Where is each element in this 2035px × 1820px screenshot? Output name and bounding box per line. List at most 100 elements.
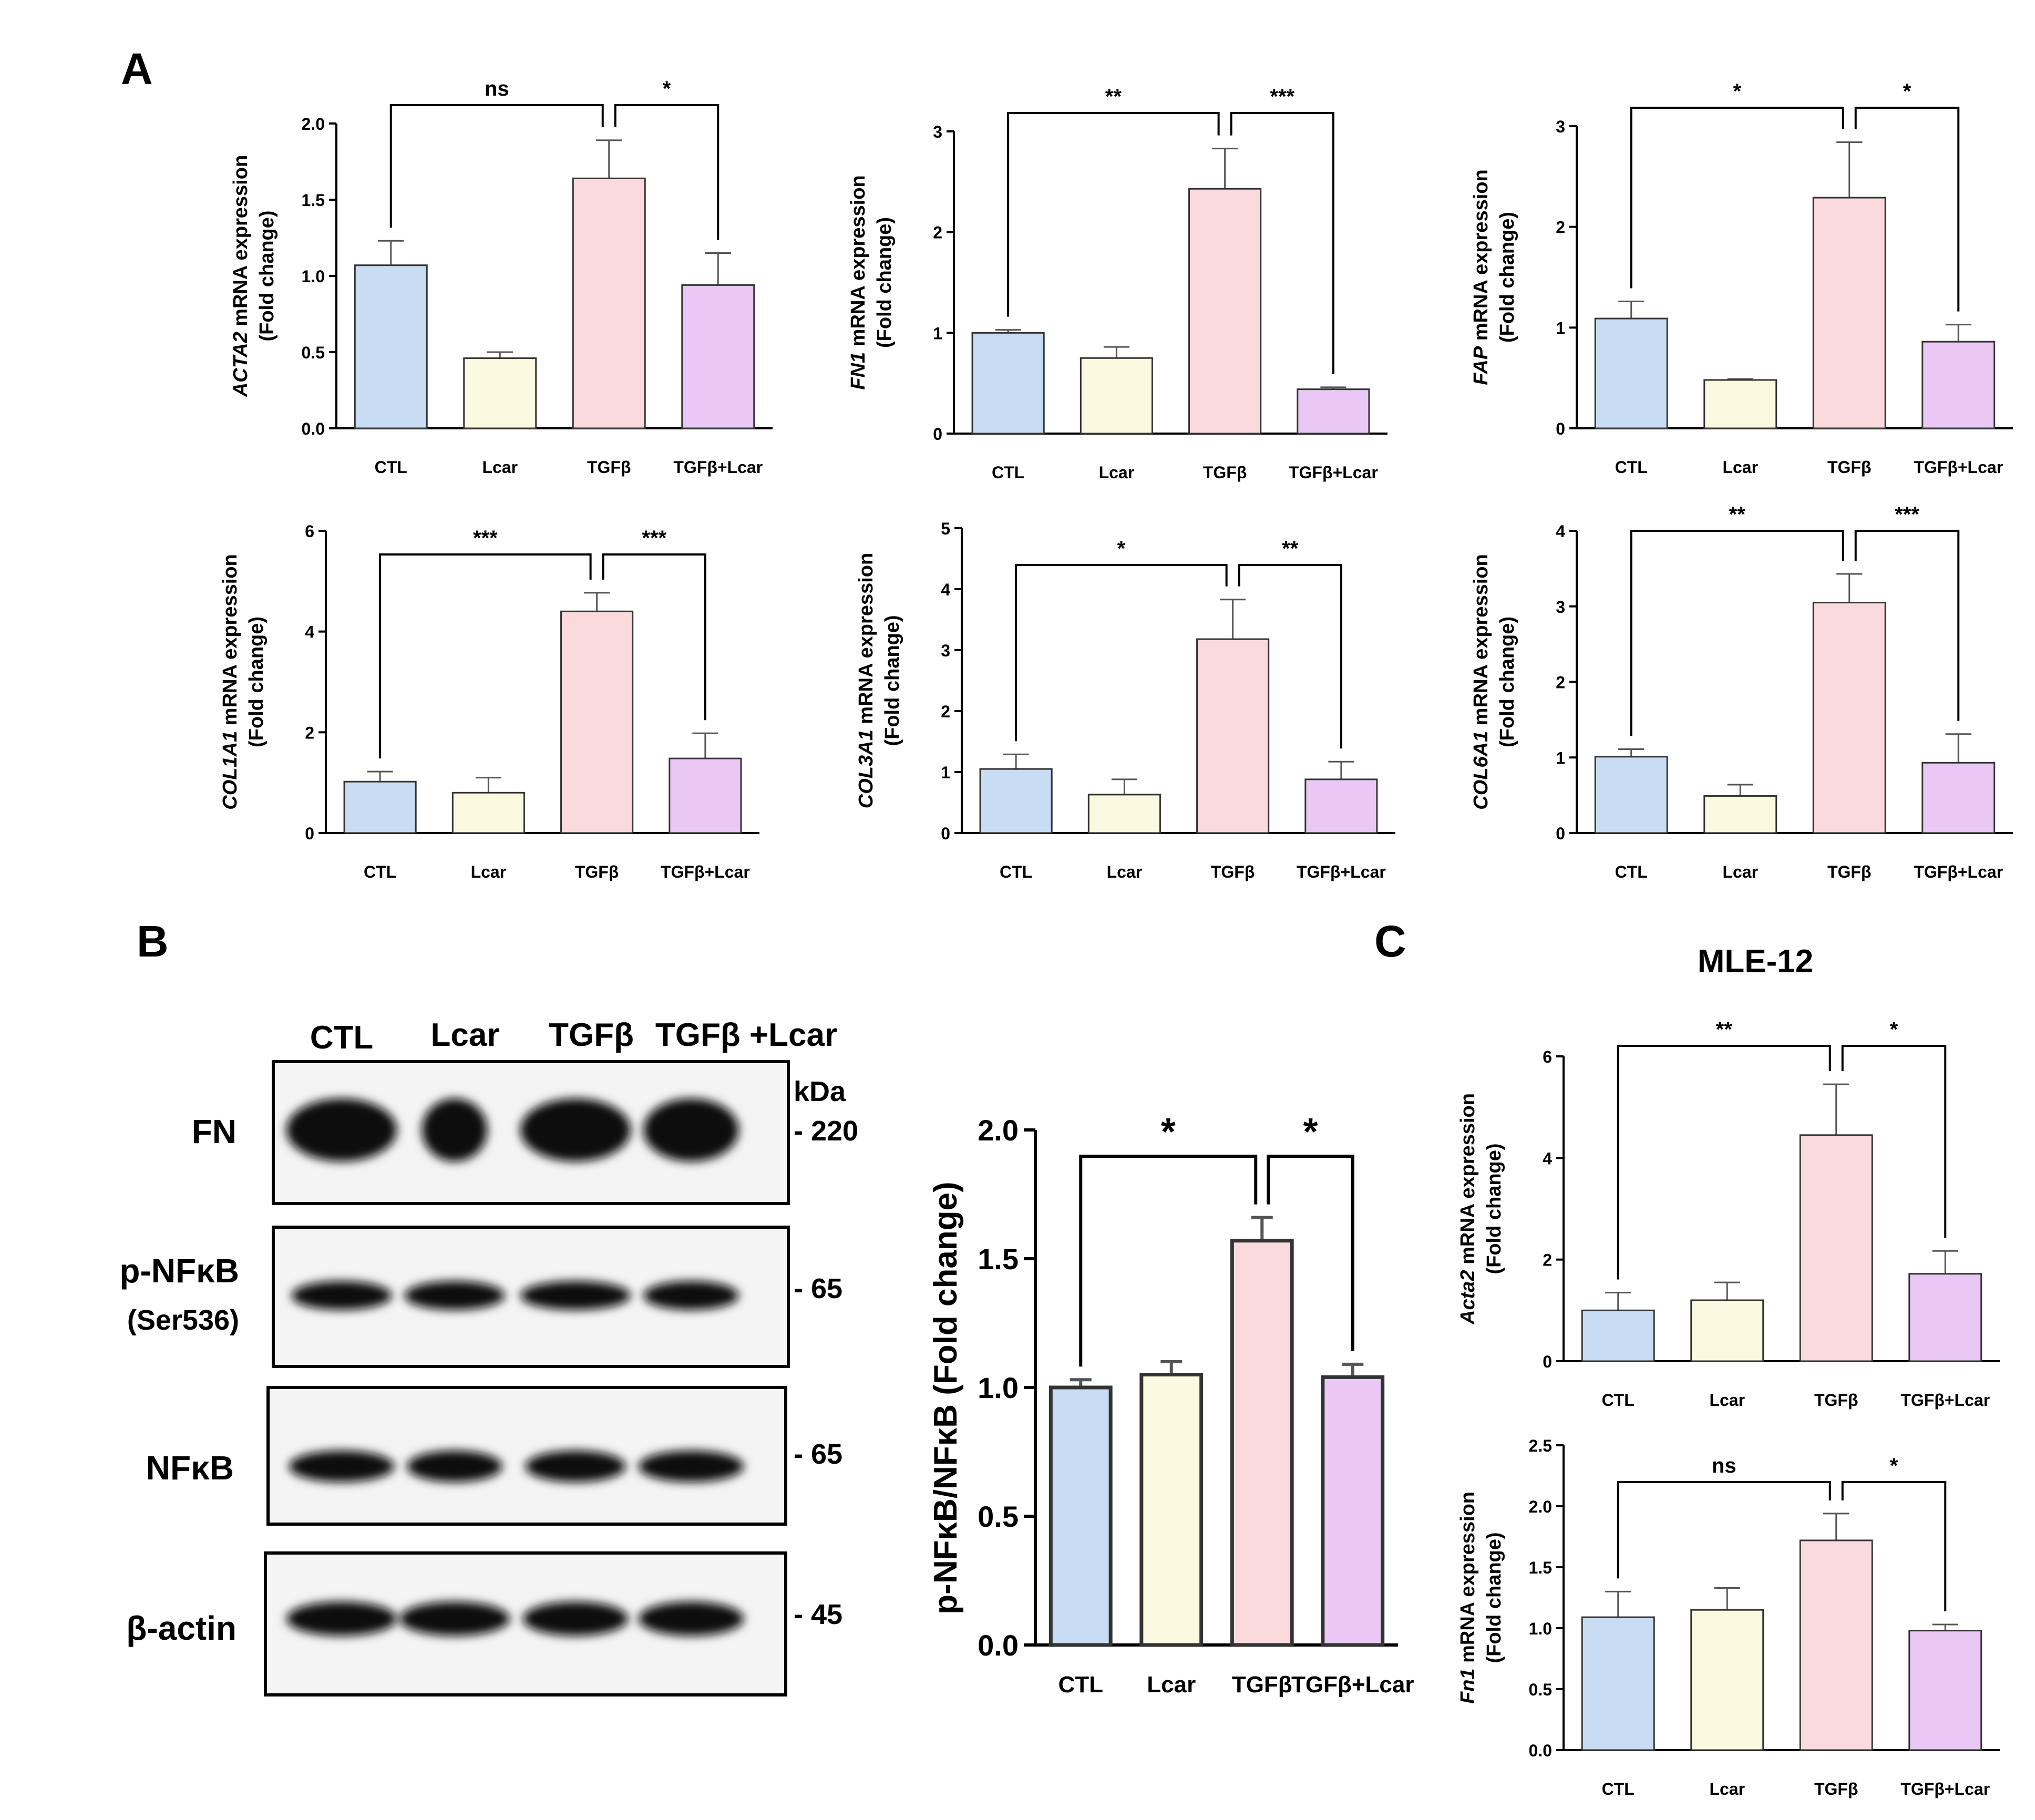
y-axis-label-unit: (Fold change) [881,615,903,746]
category-label-ctl: CTL [1000,862,1032,881]
significance-label: ns [485,77,509,100]
category-label-tgfb: TGFβ [1814,1780,1858,1798]
y-axis-label-gene: FAP [1470,346,1492,385]
blot-row-3 [266,1386,787,1526]
y-axis-label-unit: (Fold change) [873,217,896,348]
kda-marker-45: - 45 [794,1599,842,1630]
category-label-ctl: CTL [992,463,1024,482]
bar-lcar [1690,1299,1764,1362]
blot-band [404,1281,505,1310]
significance-label: * [663,77,671,100]
lane-label-ctl: CTL [310,1020,374,1056]
panel-label-c: C [1374,917,1406,966]
significance-label: *** [1270,85,1294,108]
bar-tgfb [572,177,646,429]
blot-band [286,1601,397,1636]
bar-tgfb [1188,188,1262,435]
blot-band [520,1098,631,1161]
bar-tgfb [560,610,634,834]
kda-marker-220: - 220 [794,1115,858,1147]
western-blot: CTL Lcar TGFβ TGFβ +Lcar kDa FN p-NFκB (… [119,1017,858,1696]
y-tick-label: 2 [305,723,314,742]
y-tick-label: 6 [1543,1047,1552,1066]
significance-bracket [1630,530,1844,736]
blot-row-1 [272,1060,790,1205]
y-axis-label: p-NFκB/NFκB (Fold change) [928,1181,964,1614]
y-tick-label: 4 [941,580,950,599]
category-label-lcar: Lcar [1709,1391,1745,1410]
significance-bracket [1267,1155,1354,1351]
blot-row-label-pnfkb: p-NFκB [119,1252,239,1290]
y-tick-label: 0.5 [1529,1680,1552,1699]
y-axis-label-gene: COL1A1 [219,731,241,810]
y-tick-label: 1.0 [1529,1619,1552,1638]
blot-row-4 [264,1551,787,1696]
category-label-lcar: Lcar [1722,458,1758,477]
y-tick-label: 1 [1556,748,1565,767]
blot-band [407,1451,502,1482]
significance-label: * [1161,1111,1176,1153]
category-label-ctl: CTL [1602,1780,1635,1798]
y-axis-label-unit: (Fold change) [1496,212,1518,343]
y-tick-label: 0.5 [978,1500,1019,1533]
category-label-lcar: Lcar [1099,463,1135,482]
y-axis-label-rest: mRNA expression [1457,1492,1479,1668]
category-label-lcar: Lcar [1722,862,1758,881]
bar-ctl [1594,756,1668,834]
significance-label: *** [473,527,498,550]
lane-label-tgfb-lcar: TGFβ +Lcar [655,1017,837,1053]
category-label-tgfb: TGFβ [575,862,619,881]
category-label-lcar: Lcar [1107,862,1143,881]
panel-label-b: B [137,917,169,966]
y-tick-label: 0.0 [978,1629,1019,1662]
chart-col1a1: 0 2 4 6 CTL Lcar TGFβ TGFβ+Lcar *** *** COL1A1 mRN… [219,522,759,881]
y-axis-label-rest: mRNA expression [1470,169,1492,346]
y-tick-label: 2 [1543,1251,1552,1270]
y-tick-label: 2.0 [978,1114,1019,1147]
y-axis-label-gene: FN1 [847,352,869,390]
bar-lcar [1087,794,1161,834]
y-axis-label-unit: (Fold change) [1483,1532,1505,1663]
y-tick-label: 4 [305,623,314,642]
y-axis-label: COL1A1 mRNA expression [219,554,241,809]
blot-row-2 [272,1226,790,1368]
y-tick-label: 1.0 [302,267,325,286]
significance-bracket [614,104,720,240]
category-label-lcar: Lcar [1709,1780,1745,1798]
bar-lcar [1690,1609,1764,1751]
y-tick-label: 4 [1556,522,1565,541]
category-label-tgfb: TGFβ [1211,862,1255,881]
y-tick-label: 3 [1556,117,1565,136]
category-label-tgfb-lcar: TGFβ+Lcar [1900,1780,1990,1798]
y-axis-label: FN1 mRNA expression [847,175,869,389]
significance-bracket [1007,112,1220,317]
significance-bracket [1854,530,1960,721]
category-label-ctl: CTL [1615,458,1648,477]
category-label-tgfb-lcar: TGFβ+Lcar [1914,862,2003,881]
blot-band [399,1601,510,1636]
y-tick-label: 0.0 [1529,1741,1552,1760]
bar-tgfb [1812,602,1886,834]
y-tick-label: 3 [1556,598,1565,616]
bar-tgfb-lcar [1304,778,1378,834]
y-axis-label-unit: (Fold change) [1496,616,1518,747]
significance-label: * [1890,1018,1898,1041]
blot-band [643,1281,739,1310]
y-tick-label: 2 [933,223,942,242]
bar-ctl [971,332,1045,435]
bar-tgfb-lcar [1908,1273,1982,1362]
chart-fap: 0 1 2 3 CTL Lcar TGFβ TGFβ+Lcar * * FAP mRNA expre… [1470,80,2013,477]
significance-label: ** [1282,537,1299,560]
category-label-ctl: CTL [1615,862,1648,881]
y-tick-label: 5 [941,519,950,538]
y-axis-label-rest: mRNA expression [219,554,241,731]
category-label-tgfb-lcar: TGFβ+Lcar [1900,1391,1990,1410]
blot-band [291,1281,392,1310]
category-label-tgfb-lcar: TGFβ+Lcar [1297,862,1386,881]
blot-band [520,1281,631,1310]
category-label-ctl: CTL [375,458,407,477]
significance-label: ** [1716,1018,1733,1041]
bar-ctl [1594,317,1668,429]
category-label-tgfb: TGFβ [587,458,631,477]
